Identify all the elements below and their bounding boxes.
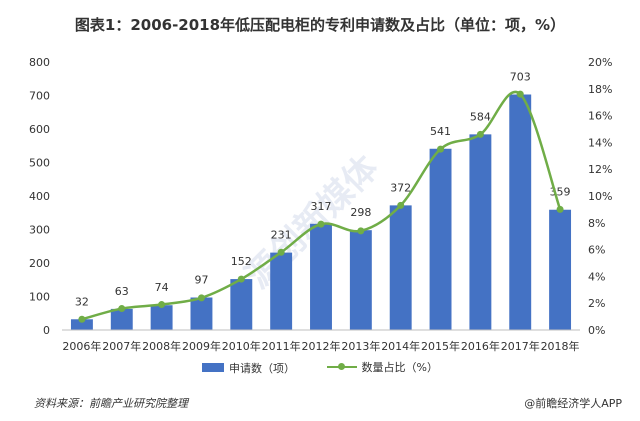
line-point <box>158 301 166 309</box>
x-tick-label: 2014年 <box>381 339 420 353</box>
y-right-tick-label: 6% <box>588 244 605 257</box>
bar <box>469 134 492 330</box>
bar <box>70 319 93 330</box>
chart-title: 图表1：2006-2018年低压配电柜的专利申请数及占比（单位：项，%） <box>74 16 566 34</box>
y-left-tick-label: 200 <box>29 257 50 270</box>
y-left-tick-label: 500 <box>29 157 50 170</box>
line-point <box>78 315 86 323</box>
y-right-tick-label: 16% <box>588 110 612 123</box>
bar <box>349 230 372 330</box>
bar-value-label: 541 <box>430 125 451 138</box>
bar-value-label: 32 <box>75 295 89 308</box>
line-point <box>237 275 245 283</box>
y-right-tick-label: 18% <box>588 83 612 96</box>
legend-item-line: 数量占比（%） <box>326 359 438 375</box>
legend-bar-label: 申请数（项） <box>229 361 296 375</box>
bar-value-label: 584 <box>470 110 491 123</box>
x-tick-label: 2008年 <box>142 339 181 353</box>
bar <box>509 94 532 331</box>
x-tick-label: 2015年 <box>421 339 460 353</box>
y-right-tick-label: 14% <box>588 136 612 149</box>
x-tick-label: 2006年 <box>62 339 101 353</box>
legend-item-bar: 申请数（项） <box>202 360 295 376</box>
bar <box>389 205 412 330</box>
y-left-tick-label: 100 <box>29 291 50 304</box>
line-point <box>118 305 126 313</box>
x-tick-label: 2016年 <box>461 339 500 353</box>
credit-note: @前瞻经济学人APP <box>524 397 622 410</box>
bar-value-label: 152 <box>231 255 252 268</box>
bar-value-label: 74 <box>155 281 169 294</box>
bar <box>230 279 253 330</box>
x-tick-label: 2010年 <box>222 339 261 353</box>
y-right-tick-label: 10% <box>588 190 612 203</box>
y-left-tick-label: 0 <box>43 324 50 337</box>
legend-line-swatch <box>326 362 357 372</box>
bar-value-label: 63 <box>115 285 129 298</box>
y-left-tick-label: 700 <box>29 90 50 103</box>
legend: 申请数（项） 数量占比（%） <box>0 359 640 376</box>
line-point <box>197 294 205 302</box>
bar <box>549 209 572 330</box>
bar-value-label: 298 <box>350 206 371 219</box>
x-tick-label: 2017年 <box>501 339 540 353</box>
bar <box>429 148 452 330</box>
legend-line-label: 数量占比（%） <box>361 361 438 374</box>
x-tick-label: 2011年 <box>262 339 301 353</box>
y-right-tick-label: 8% <box>588 217 605 230</box>
y-left-tick-label: 800 <box>29 56 50 69</box>
bar <box>190 297 213 330</box>
bar <box>110 308 133 330</box>
y-left-tick-label: 300 <box>29 224 50 237</box>
legend-bar-swatch <box>202 363 225 372</box>
line-point <box>556 205 564 213</box>
y-right-tick-label: 20% <box>588 56 612 69</box>
line-point <box>317 220 325 228</box>
y-right-tick-label: 12% <box>588 163 612 176</box>
y-right-tick-label: 2% <box>588 297 605 310</box>
bar <box>270 252 293 330</box>
y-left-tick-label: 600 <box>29 123 50 136</box>
bar-value-label: 317 <box>311 200 332 213</box>
line-point <box>516 90 524 98</box>
y-right-tick-label: 4% <box>588 270 605 283</box>
y-left-tick-label: 400 <box>29 190 50 203</box>
bar-value-label: 703 <box>510 70 531 83</box>
line-point <box>437 145 445 153</box>
line-point <box>357 227 365 235</box>
bar-value-label: 231 <box>271 229 292 242</box>
line-point <box>277 248 285 256</box>
bar <box>150 305 173 330</box>
line-point <box>397 201 405 209</box>
bar-value-label: 97 <box>194 274 208 287</box>
bar <box>310 223 332 330</box>
x-tick-label: 2009年 <box>182 339 221 353</box>
bar-value-label: 372 <box>390 181 411 194</box>
x-tick-label: 2013年 <box>341 339 380 353</box>
source-note: 资料来源：前瞻产业研究院整理 <box>34 397 188 410</box>
x-tick-label: 2007年 <box>102 339 141 353</box>
x-tick-label: 2018年 <box>541 339 580 353</box>
x-tick-label: 2012年 <box>302 339 341 353</box>
line-point <box>476 130 484 138</box>
y-right-tick-label: 0% <box>588 324 605 337</box>
